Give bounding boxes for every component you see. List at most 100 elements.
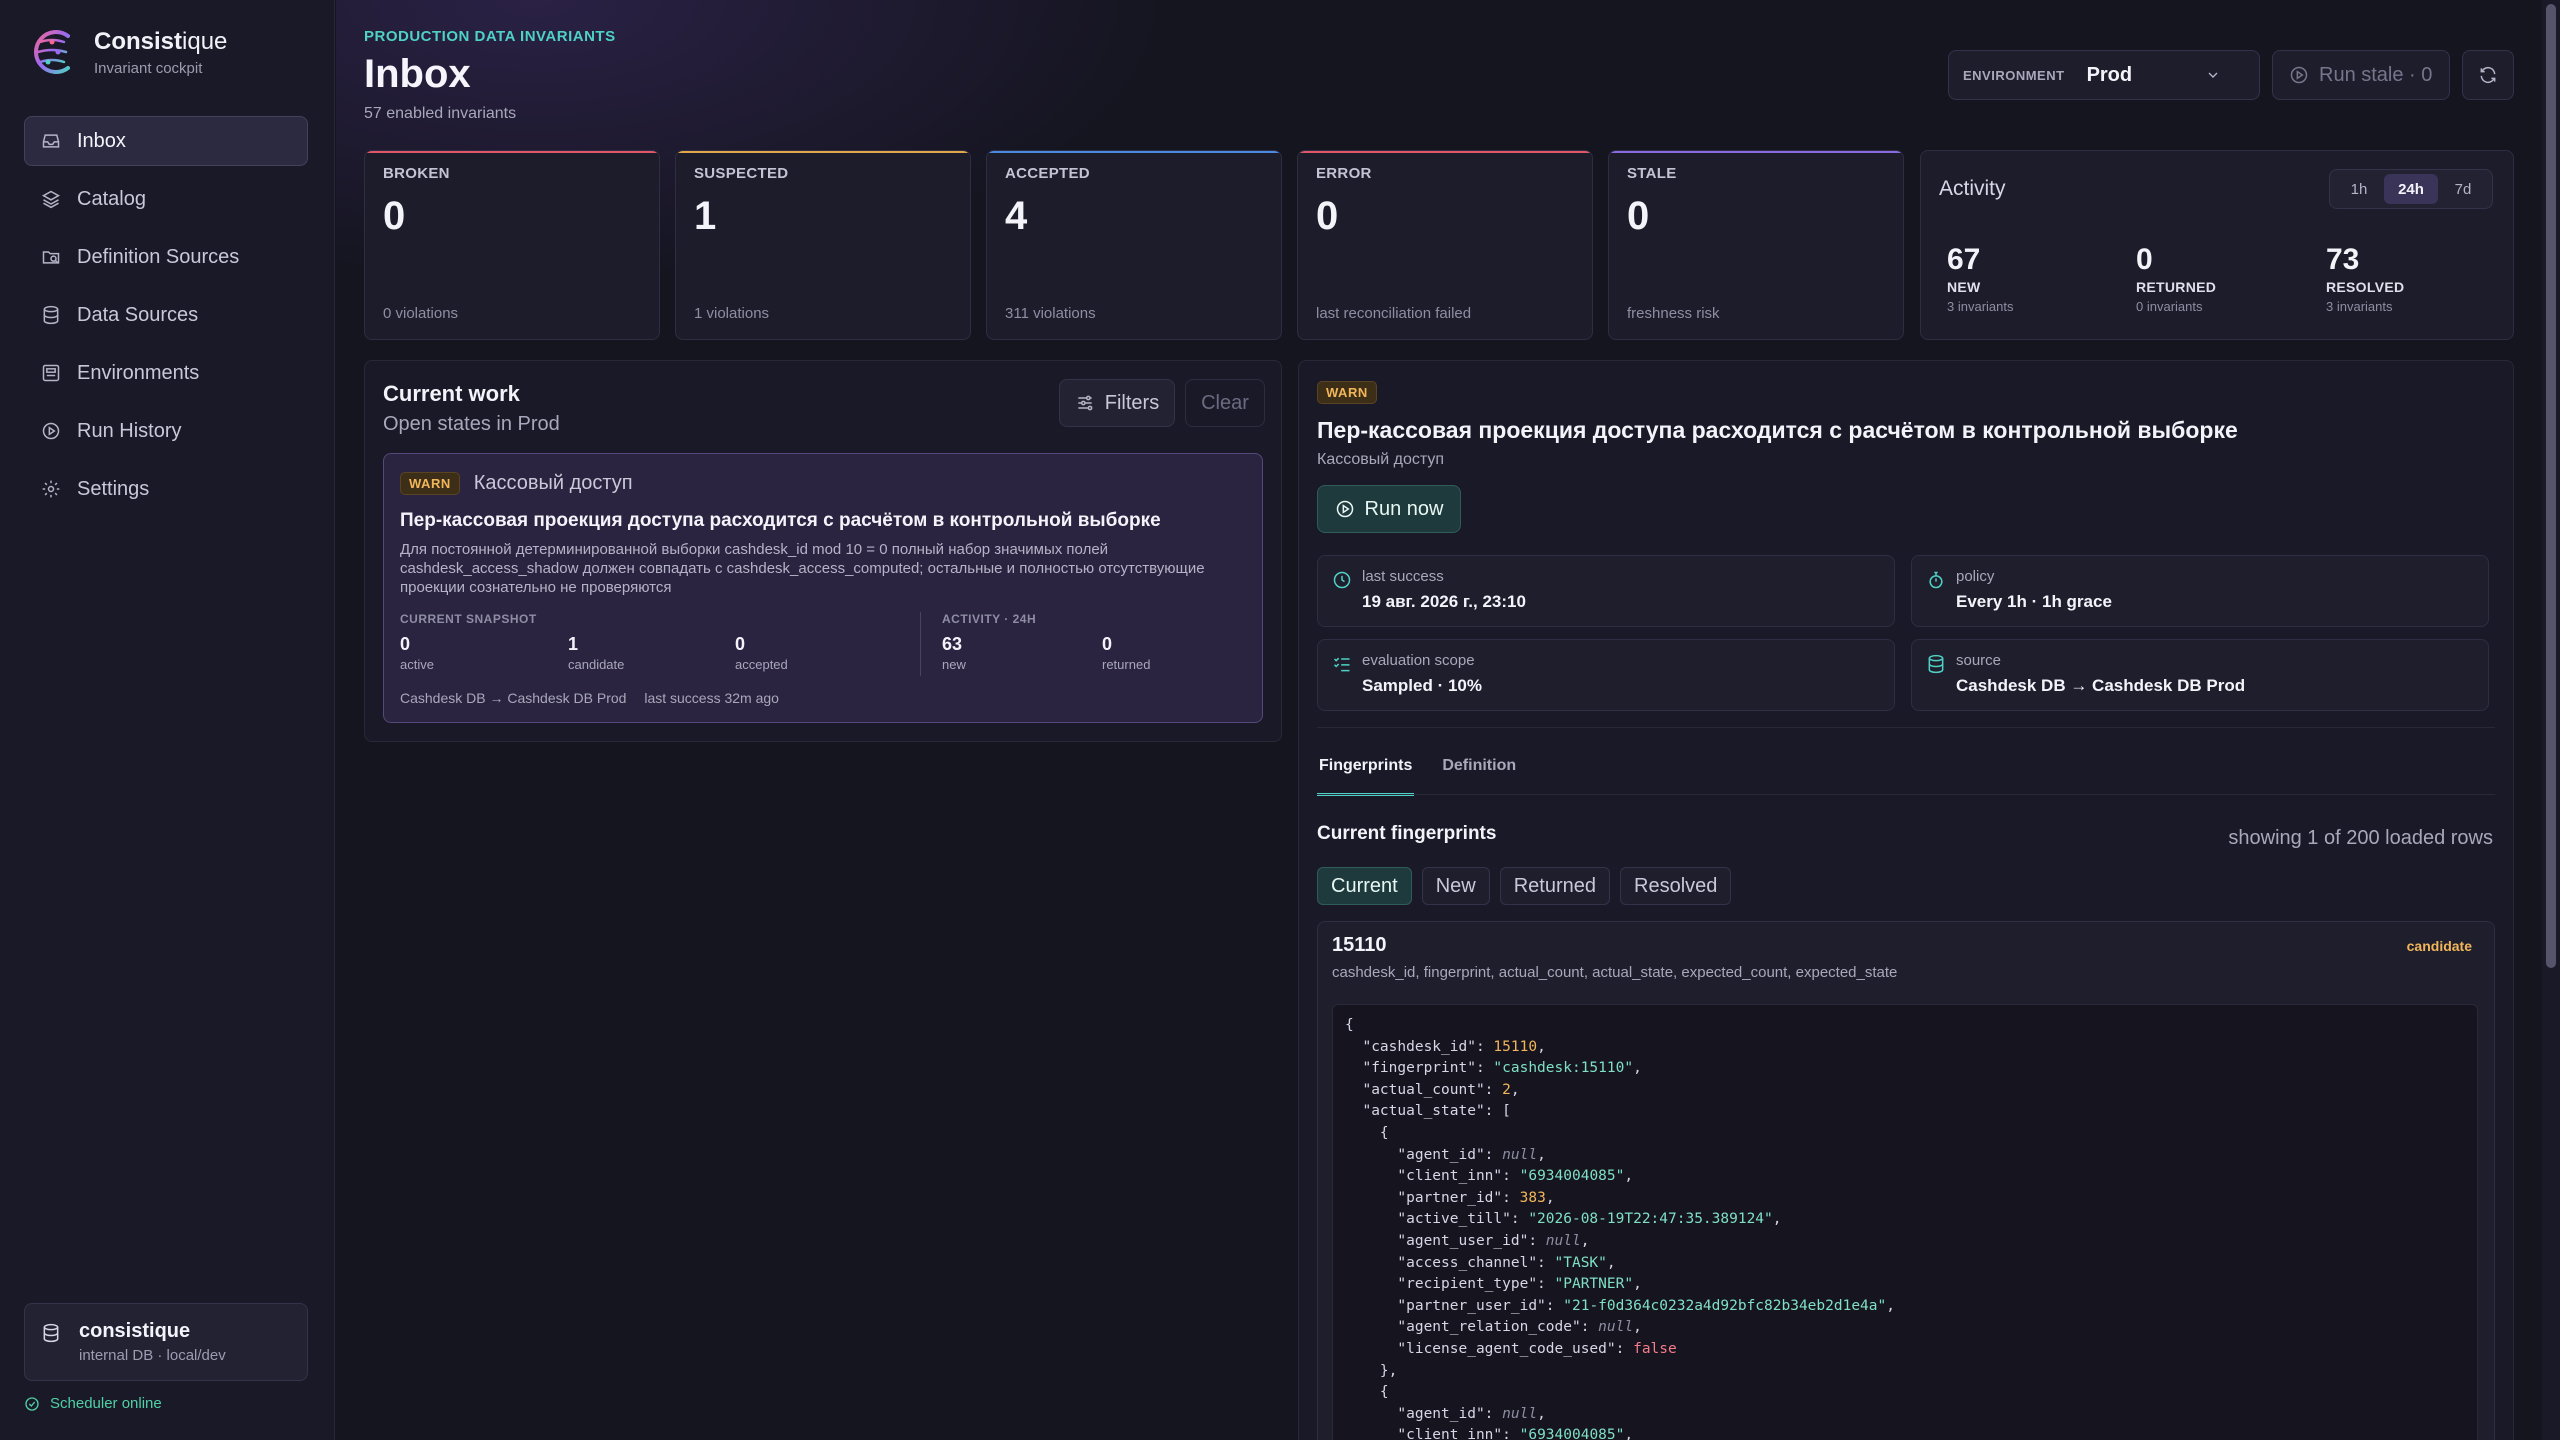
run-now-label: Run now <box>1364 497 1444 520</box>
play-circle-icon <box>1336 500 1353 518</box>
filters-button[interactable]: Filters <box>1059 379 1175 427</box>
environment-select[interactable]: ENVIRONMENT Prod <box>1948 50 2260 100</box>
activity-sub: 3 invariants <box>1947 299 2014 314</box>
snapshot-label-text: accepted <box>735 657 788 672</box>
play-circle-icon <box>42 422 60 440</box>
gear-icon <box>42 480 60 498</box>
stat-label: ERROR <box>1316 165 1372 182</box>
meta-label: policy <box>1956 568 1995 585</box>
refresh-icon <box>2480 66 2496 84</box>
stat-foot: 311 violations <box>1005 305 1096 322</box>
meta-value: Sampled · 10% <box>1362 676 1482 695</box>
check-circle-icon <box>25 1396 39 1411</box>
activity-card: Activity 1h 24h 7d 67 NEW 3 invariants 0… <box>1920 150 2514 340</box>
meta-policy: policy Every 1h · 1h grace <box>1911 555 2489 627</box>
activity-returned: 0 returned <box>1102 634 1150 672</box>
detail-category: Кассовый доступ <box>1317 451 1445 468</box>
divider <box>1317 727 2495 728</box>
current-work-panel: Current work Open states in Prod Filters… <box>364 360 1282 742</box>
activity-value: 0 <box>1102 634 1113 654</box>
snapshot-label-text: candidate <box>568 657 625 672</box>
activity-value: 73 <box>2326 243 2360 276</box>
sidebar: Consistique Invariant cockpit Inbox Cata… <box>0 0 335 1440</box>
activity-new: 63 new <box>942 634 966 672</box>
sidebar-item-environments[interactable]: Environments <box>24 348 308 398</box>
scheduler-status-label: Scheduler online <box>50 1395 162 1412</box>
internal-db-card[interactable]: consistique internal DB · local/dev <box>24 1303 308 1381</box>
run-stale-button[interactable]: Run stale · 0 <box>2272 50 2450 100</box>
database-icon <box>1928 654 1944 674</box>
stat-card-error[interactable]: ERROR 0 last reconciliation failed <box>1297 150 1593 340</box>
tab-fingerprints[interactable]: Fingerprints <box>1317 757 1415 796</box>
fingerprint-json: { "cashdesk_id": 15110, "fingerprint": "… <box>1332 1004 2478 1440</box>
db-subtitle: internal DB · local/dev <box>79 1347 226 1364</box>
run-stale-label: Run stale · 0 <box>2319 63 2433 86</box>
activity-new: 67 NEW 3 invariants <box>1947 243 2013 314</box>
fingerprint-row[interactable]: 15110 candidate cashdesk_id, fingerprint… <box>1317 921 2495 1440</box>
run-now-button[interactable]: Run now <box>1317 485 1461 533</box>
sidebar-item-catalog[interactable]: Catalog <box>24 174 308 224</box>
logo-icon <box>34 30 70 74</box>
sidebar-item-inbox[interactable]: Inbox <box>24 116 308 166</box>
invariant-description: Для постоянной детерминированной выборки… <box>400 541 1205 596</box>
activity-value: 67 <box>1947 243 1981 276</box>
snapshot-value: 0 <box>735 634 746 654</box>
stat-card-stale[interactable]: STALE 0 freshness risk <box>1608 150 1904 340</box>
activity-returned: 0 RETURNED 0 invariants <box>2136 243 2216 314</box>
stat-card-suspected[interactable]: SUSPECTED 1 1 violations <box>675 150 971 340</box>
activity-sub: 3 invariants <box>2326 299 2393 314</box>
sidebar-item-label: Environments <box>77 361 200 384</box>
current-work-title: Current work <box>383 381 520 406</box>
range-1h-button[interactable]: 1h <box>2350 180 2368 198</box>
page-title: Inbox <box>364 52 471 96</box>
snapshot-accepted: 0 accepted <box>735 634 788 672</box>
tabs-divider <box>1317 794 2495 795</box>
scrollbar-thumb[interactable] <box>2546 4 2556 968</box>
filter-returned[interactable]: Returned <box>1499 867 1610 905</box>
sidebar-item-label: Definition Sources <box>77 245 240 268</box>
detail-tabs: Fingerprints Definition <box>1317 757 1544 796</box>
play-circle-icon <box>2290 66 2308 84</box>
sidebar-item-data-sources[interactable]: Data Sources <box>24 290 308 340</box>
clear-button[interactable]: Clear <box>1185 379 1265 427</box>
stat-foot: 0 violations <box>383 305 459 322</box>
filters-label: Filters <box>1104 391 1160 414</box>
range-24h-button[interactable]: 24h <box>2384 174 2438 204</box>
invariant-category: Кассовый доступ <box>473 472 633 494</box>
snapshot-label: CURRENT SNAPSHOT <box>400 612 537 626</box>
filter-new[interactable]: New <box>1421 867 1490 905</box>
stat-label: BROKEN <box>383 165 450 182</box>
database-icon <box>43 305 59 325</box>
sidebar-item-label: Settings <box>77 477 150 500</box>
stat-label: STALE <box>1627 165 1677 182</box>
sidebar-item-definition-sources[interactable]: Definition Sources <box>24 232 308 282</box>
activity-24h-label: ACTIVITY · 24H <box>942 612 1037 626</box>
timer-icon <box>1929 571 1943 589</box>
sidebar-item-label: Catalog <box>77 187 146 210</box>
brand[interactable]: Consistique Invariant cockpit <box>28 26 227 78</box>
layers-icon <box>41 190 61 209</box>
clock-icon <box>1333 571 1351 589</box>
invariant-card[interactable]: WARN Кассовый доступ Пер-кассовая проекц… <box>383 453 1263 723</box>
meta-label: evaluation scope <box>1362 652 1475 669</box>
tab-definition[interactable]: Definition <box>1442 757 1517 774</box>
activity-value: 63 <box>942 634 963 654</box>
range-7d-button[interactable]: 7d <box>2454 180 2472 198</box>
database-icon <box>43 1323 59 1343</box>
activity-label-text: returned <box>1102 657 1151 672</box>
stat-card-accepted[interactable]: ACCEPTED 4 311 violations <box>986 150 1282 340</box>
filter-current[interactable]: Current <box>1317 867 1412 905</box>
sidebar-item-label: Data Sources <box>77 303 199 326</box>
sidebar-item-settings[interactable]: Settings <box>24 464 308 514</box>
sidebar-item-run-history[interactable]: Run History <box>24 406 308 456</box>
snapshot-label-text: active <box>400 657 434 672</box>
filter-resolved[interactable]: Resolved <box>1620 867 1732 905</box>
detail-title: Пер-кассовая проекция доступа расходится… <box>1317 417 2238 443</box>
page-subtitle: 57 enabled invariants <box>364 105 517 122</box>
refresh-button[interactable] <box>2462 50 2514 100</box>
fingerprint-id: 15110 <box>1332 934 1387 956</box>
list-check-icon <box>1333 657 1350 672</box>
meta-evaluation-scope: evaluation scope Sampled · 10% <box>1317 639 1895 711</box>
stat-card-broken[interactable]: BROKEN 0 0 violations <box>364 150 660 340</box>
db-title: consistique <box>79 1320 191 1342</box>
